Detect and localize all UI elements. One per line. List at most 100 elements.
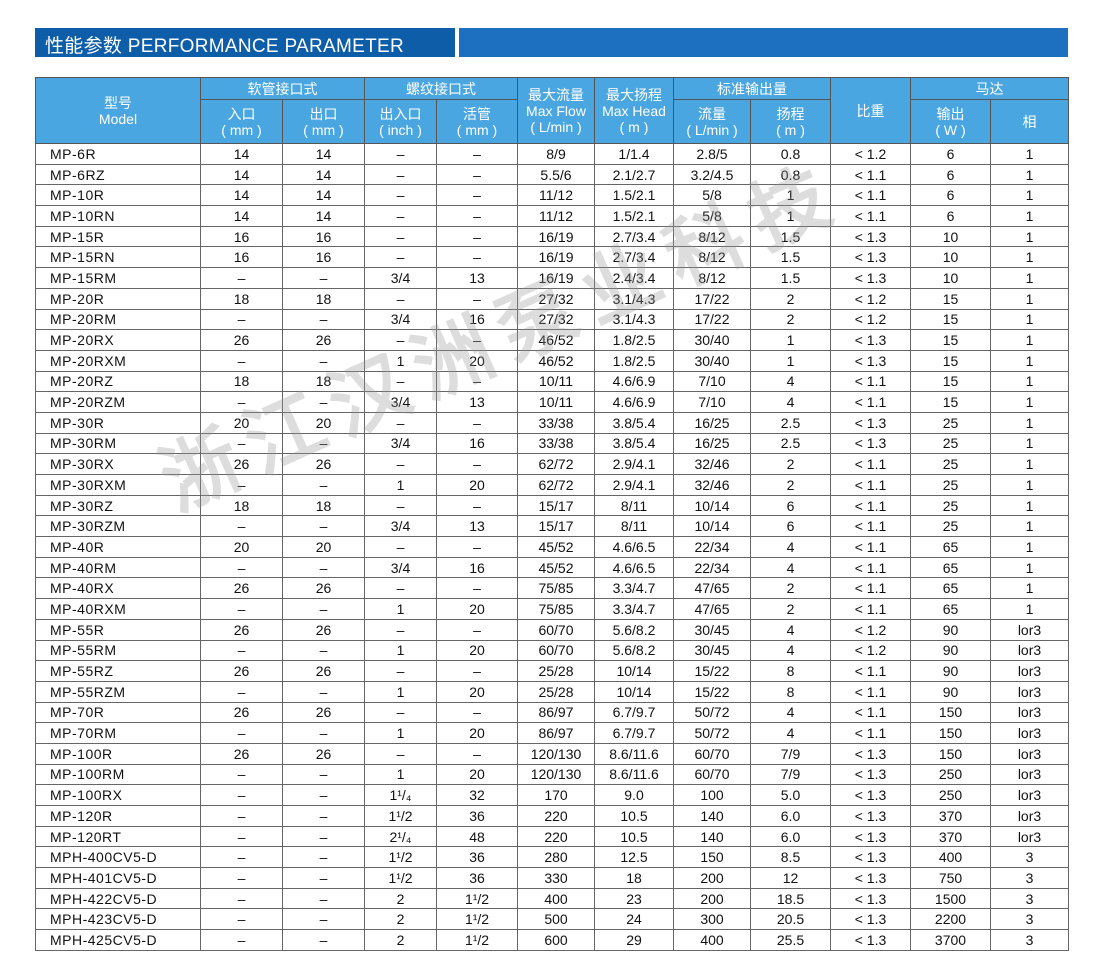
value-cell: < 1.1 [830, 163, 911, 186]
value-cell: – [436, 225, 518, 248]
value-cell: 10/14 [673, 515, 751, 538]
value-cell: 10 [910, 267, 991, 289]
value-cell: 1 [990, 494, 1069, 517]
value-cell: 26 [200, 329, 283, 351]
value-cell: – [282, 598, 365, 620]
data-row: MP-15RM – –3/4 13 16/19 2.4/3.4 8/12 1.5 < 1.3 10… [35, 267, 1069, 289]
value-cell: 1 [364, 349, 437, 372]
header-cell: 扬程( m ) [750, 99, 831, 144]
value-cell: 4 [750, 618, 831, 641]
model-cell: MP-10RN [35, 205, 201, 227]
value-cell: 30/45 [673, 618, 751, 641]
value-cell: < 1.1 [830, 598, 911, 620]
model-cell: MP-6RZ [35, 163, 201, 186]
data-row: MP-30RX 26 26– –62/72 2.9/4.1 32/46 2 < 1.1 25 1 [35, 453, 1069, 475]
value-cell: 15 [910, 370, 991, 393]
value-cell: 100 [673, 784, 751, 806]
value-cell: 5/8 [673, 184, 751, 207]
value-cell: < 1.2 [830, 639, 911, 662]
data-row: MP-40RXM – –1 20 75/85 3.3/4.7 47/65 2 < 1.1 65 1 [35, 598, 1069, 620]
model-cell: MP-70R [35, 701, 201, 724]
section-title: 性能参数 PERFORMANCE PARAMETER [45, 36, 404, 57]
value-cell: < 1.1 [830, 701, 911, 724]
value-cell: 18.5 [750, 887, 831, 910]
value-cell: 500 [517, 908, 595, 931]
value-cell: 1/1.4 [594, 143, 674, 165]
value-cell: lor3 [990, 763, 1069, 786]
value-cell: 6 [750, 515, 831, 538]
data-row: MP-100RX – –1¹/₄ 32 170 9.0 100 5.0 < 1.3 250 lor3 [35, 784, 1069, 806]
value-cell: 4.6/6.9 [594, 391, 674, 413]
value-cell: lor3 [990, 680, 1069, 703]
model-cell: MPH-422CV5-D [35, 887, 201, 910]
value-cell: – [364, 577, 437, 600]
value-cell: 8.6/11.6 [594, 742, 674, 765]
value-cell: – [436, 370, 518, 393]
value-cell: 26 [282, 453, 365, 475]
header-text: 输出 [936, 105, 965, 122]
value-cell: 150 [910, 742, 991, 765]
value-cell: < 1.2 [830, 143, 911, 165]
value-cell: 1¹/2 [364, 867, 437, 889]
value-cell: 15 [910, 287, 991, 310]
value-cell: – [200, 722, 283, 744]
banner-dark [35, 28, 455, 57]
value-cell: – [282, 908, 365, 931]
value-cell: 0.8 [750, 143, 831, 165]
value-cell: 1.5 [750, 246, 831, 269]
header-text: 流量 [698, 105, 726, 122]
value-cell: 1 [990, 349, 1069, 372]
value-cell: 3700 [910, 929, 991, 951]
value-cell: 90 [910, 618, 991, 641]
value-cell: 11/12 [517, 184, 595, 207]
value-cell: – [364, 453, 437, 475]
model-cell: MP-55RZ [35, 660, 201, 682]
value-cell: 20 [282, 536, 365, 558]
value-cell: < 1.3 [830, 432, 911, 455]
value-cell: – [200, 784, 283, 806]
value-cell: 46/52 [517, 329, 595, 351]
value-cell: < 1.3 [830, 349, 911, 372]
value-cell: 7/10 [673, 391, 751, 413]
value-cell: < 1.2 [830, 287, 911, 310]
value-cell: < 1.2 [830, 308, 911, 331]
value-cell: 15/22 [673, 660, 751, 682]
value-cell: 5.6/8.2 [594, 618, 674, 641]
value-cell: < 1.1 [830, 453, 911, 475]
value-cell: 16 [436, 432, 518, 455]
value-cell: 1 [364, 474, 437, 496]
value-cell: lor3 [990, 618, 1069, 641]
model-cell: MP-40RXM [35, 598, 201, 620]
value-cell: – [282, 867, 365, 889]
value-cell: 22/34 [673, 536, 751, 558]
header-cell: 入口( mm ) [200, 99, 283, 144]
value-cell: < 1.3 [830, 225, 911, 248]
banner-light [459, 28, 1068, 57]
value-cell: – [436, 184, 518, 207]
header-cell: 输出( W ) [910, 99, 991, 144]
value-cell: 3/4 [364, 267, 437, 289]
header-text: 扬程 [776, 105, 805, 122]
value-cell: 2.5 [750, 432, 831, 455]
value-cell: – [364, 163, 437, 186]
value-cell: 2.9/4.1 [594, 453, 674, 475]
value-cell: 200 [673, 887, 751, 910]
data-row: MP-20RX 26 26– –46/52 1.8/2.5 30/40 1 < 1.3 15 1 [35, 329, 1069, 351]
value-cell: 1 [990, 474, 1069, 496]
value-cell: 300 [673, 908, 751, 931]
value-cell: 8 [750, 660, 831, 682]
value-cell: 8/12 [673, 225, 751, 248]
value-cell: – [282, 805, 365, 827]
value-cell: 10/14 [594, 680, 674, 703]
header-text: 最大流量 [528, 86, 584, 103]
value-cell: 1 [364, 763, 437, 786]
value-cell: 1500 [910, 887, 991, 910]
value-cell: < 1.3 [830, 825, 911, 848]
data-row: MP-120RT – –2¹/₄ 48 220 10.5 140 6.0 < 1.3 370 lor… [35, 825, 1069, 848]
value-cell: 400 [673, 929, 751, 951]
value-cell: 1 [750, 329, 831, 351]
value-cell: 1 [364, 598, 437, 620]
value-cell: 33/38 [517, 411, 595, 434]
value-cell: 25 [910, 494, 991, 517]
value-cell: 15 [910, 329, 991, 351]
